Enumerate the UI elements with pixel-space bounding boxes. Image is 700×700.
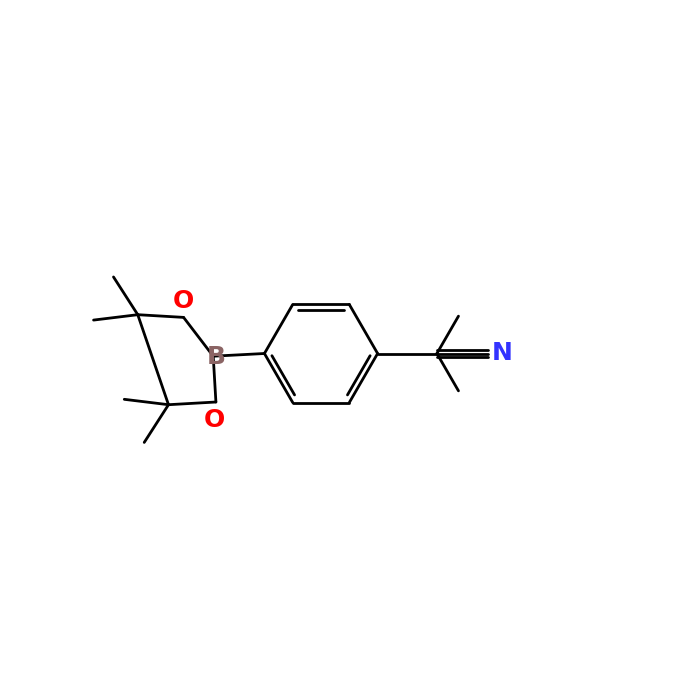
Text: N: N (492, 342, 513, 365)
Text: O: O (173, 289, 194, 313)
Text: B: B (206, 345, 225, 370)
Text: O: O (204, 409, 225, 433)
